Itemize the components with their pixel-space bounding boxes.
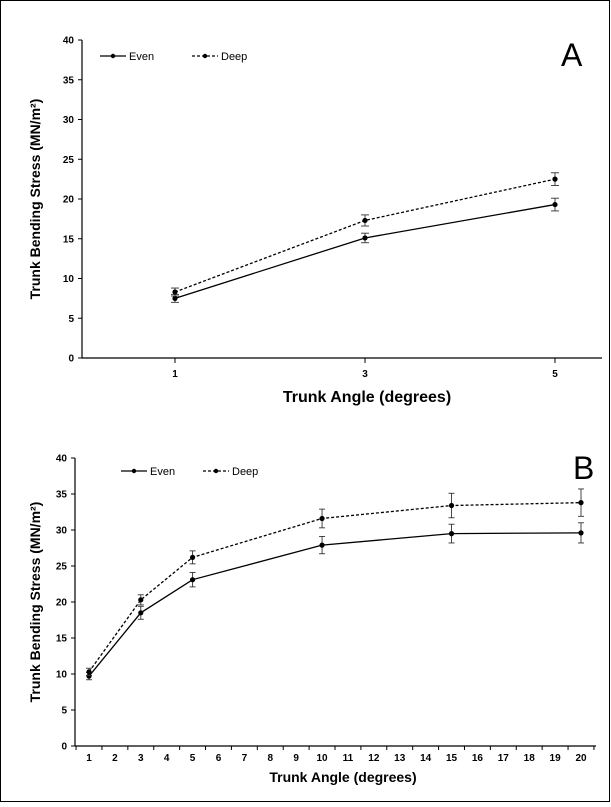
y-axis-title: Trunk Bending Stress (MN/m²) bbox=[27, 502, 43, 703]
legend-marker-deep bbox=[213, 468, 219, 474]
series-line-deep bbox=[174, 178, 556, 293]
x-tick-label: 6 bbox=[216, 753, 222, 764]
legend-marker-even bbox=[131, 468, 137, 474]
y-tick-label: 35 bbox=[56, 490, 68, 501]
x-tick-label: 17 bbox=[498, 753, 510, 764]
y-tick-label: 0 bbox=[68, 354, 74, 365]
x-tick-label: 10 bbox=[316, 753, 328, 764]
y-tick-label: 35 bbox=[63, 75, 75, 86]
legend-label-even: Even bbox=[129, 51, 154, 63]
x-tick-label: 16 bbox=[472, 753, 484, 764]
legend-label-even: Even bbox=[150, 466, 175, 478]
y-tick-label: 10 bbox=[63, 274, 75, 285]
data-point-deep bbox=[362, 217, 368, 224]
data-point-even bbox=[578, 530, 584, 536]
legend-marker-even bbox=[110, 53, 116, 59]
data-point-deep bbox=[138, 597, 144, 603]
data-point-even bbox=[448, 531, 455, 537]
x-tick-label: 11 bbox=[343, 753, 354, 764]
x-tick-label: 20 bbox=[575, 753, 587, 764]
x-tick-label: 3 bbox=[138, 753, 144, 764]
y-axis-title: Trunk Bending Stress (MN/m²) bbox=[27, 99, 43, 300]
data-point-even bbox=[172, 295, 178, 301]
y-tick-label: 20 bbox=[56, 598, 68, 609]
series-line-deep bbox=[88, 501, 582, 673]
y-tick-label: 0 bbox=[61, 742, 67, 753]
x-tick-label: 4 bbox=[164, 753, 170, 764]
panel-label: B bbox=[573, 450, 594, 486]
x-tick-label: 8 bbox=[267, 753, 273, 764]
x-tick-label: 14 bbox=[420, 753, 432, 764]
y-tick-label: 5 bbox=[68, 314, 74, 325]
x-tick-label: 9 bbox=[293, 753, 299, 764]
data-point-deep bbox=[86, 669, 92, 675]
x-tick-label: 2 bbox=[112, 753, 118, 764]
y-tick-label: 40 bbox=[63, 36, 75, 47]
data-point-even bbox=[138, 610, 144, 616]
data-point-deep bbox=[552, 176, 558, 182]
y-tick-label: 25 bbox=[56, 562, 68, 573]
legend-label-deep: Deep bbox=[232, 466, 258, 478]
panel-label: A bbox=[561, 37, 583, 73]
data-point-even bbox=[319, 542, 325, 548]
data-point-even bbox=[362, 235, 368, 241]
y-tick-label: 25 bbox=[63, 155, 75, 166]
x-tick-label: 18 bbox=[524, 753, 536, 764]
data-point-deep bbox=[578, 500, 584, 506]
data-point-deep bbox=[172, 289, 178, 295]
x-tick-label: 13 bbox=[394, 753, 406, 764]
y-tick-label: 10 bbox=[56, 670, 68, 681]
x-tick-label: 1 bbox=[86, 753, 92, 764]
legend-label-deep: Deep bbox=[221, 51, 247, 63]
x-tick-label: 7 bbox=[242, 753, 248, 764]
y-tick-label: 40 bbox=[56, 454, 68, 465]
y-tick-label: 30 bbox=[63, 115, 75, 126]
x-tick-label: 5 bbox=[190, 753, 196, 764]
y-tick-label: 5 bbox=[61, 706, 67, 717]
x-axis-title: Trunk Angle (degrees) bbox=[283, 389, 451, 406]
x-axis-title: Trunk Angle (degrees) bbox=[269, 769, 416, 785]
y-tick-label: 30 bbox=[56, 526, 68, 537]
x-tick-label: 1 bbox=[172, 369, 178, 380]
x-tick-label: 5 bbox=[552, 369, 558, 380]
series-line-even bbox=[88, 532, 582, 677]
data-point-deep bbox=[189, 554, 196, 560]
data-point-even bbox=[189, 577, 196, 583]
y-tick-label: 15 bbox=[56, 634, 68, 645]
legend-marker-deep bbox=[202, 53, 208, 59]
x-tick-label: 12 bbox=[368, 753, 380, 764]
data-point-even bbox=[552, 201, 558, 208]
y-tick-label: 20 bbox=[63, 195, 75, 206]
y-tick-label: 15 bbox=[63, 234, 75, 245]
data-point-deep bbox=[319, 515, 325, 522]
x-tick-label: 15 bbox=[446, 753, 458, 764]
data-point-even bbox=[86, 673, 92, 679]
x-tick-label: 19 bbox=[550, 753, 562, 764]
data-point-deep bbox=[448, 502, 455, 509]
x-tick-label: 3 bbox=[362, 369, 368, 380]
